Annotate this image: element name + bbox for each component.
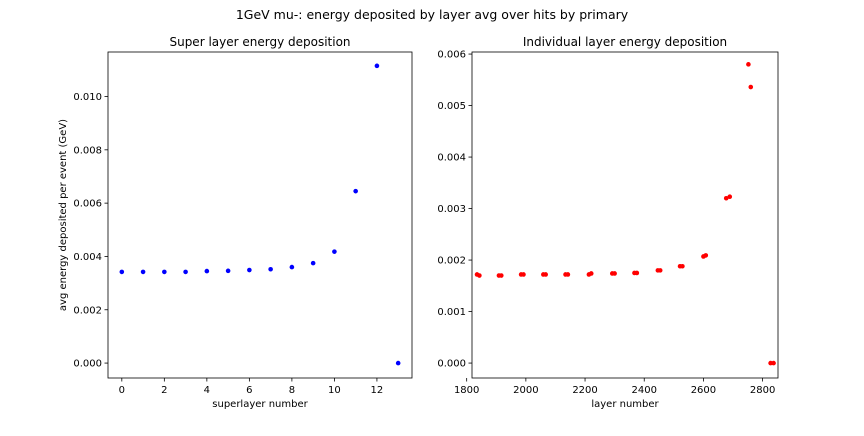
right-y-tick-label: 0.006: [437, 50, 466, 61]
right-plot-frame: [471, 51, 779, 379]
right-x-tick-label: 2600: [691, 385, 716, 396]
left-x-tick-label: 2: [161, 385, 167, 396]
right-chart: Individual layer energy deposition 1800 20…: [437, 35, 779, 410]
left-data-point: [119, 269, 125, 275]
right-x-tick-label: 2800: [750, 385, 775, 396]
right-data-point: [657, 268, 663, 273]
left-data-point: [332, 249, 337, 254]
right-data-point: [748, 84, 754, 90]
left-chart: Super layer energy deposition 0 2 4 6 8 10 12 0.…: [58, 35, 413, 410]
right-data-point: [543, 272, 548, 277]
right-y-tick-label: 0.001: [437, 307, 466, 318]
right-y-tick-label: 0.004: [437, 153, 466, 164]
left-data-point: [247, 267, 252, 273]
right-y-tick-label: 0.005: [437, 101, 466, 112]
left-x-tick-label: 8: [289, 385, 295, 396]
left-x-tick-label: 0: [119, 385, 125, 396]
right-data-point: [703, 253, 709, 258]
left-y-axis-label: avg energy deposited per event (GeV): [58, 119, 69, 311]
left-y-tick-label: 0.010: [73, 92, 102, 103]
right-data-point: [565, 272, 571, 277]
right-chart-title: Individual layer energy deposition: [523, 35, 727, 49]
left-y-tick-label: 0.002: [73, 305, 102, 316]
right-x-tick-label: 1800: [454, 385, 479, 396]
left-x-axis-label: superlayer number: [212, 399, 308, 410]
left-data-point: [268, 266, 273, 272]
right-data-point: [723, 195, 729, 201]
left-data-point: [395, 360, 401, 366]
right-data-point: [612, 271, 617, 276]
right-x-axis-label: layer number: [591, 399, 659, 410]
left-data-point: [289, 264, 295, 270]
left-x-tick-label: 10: [328, 385, 341, 396]
right-y-tick-label: 0.003: [437, 204, 466, 215]
left-data-point: [162, 269, 167, 275]
right-data-point: [498, 273, 504, 278]
right-x-tick-label: 2400: [632, 385, 657, 396]
left-y-tick-label: 0.000: [73, 359, 102, 370]
left-data-point: [183, 269, 188, 275]
right-data-point: [588, 271, 594, 276]
right-y-tick-label: 0.000: [437, 359, 466, 370]
right-y-tick-label: 0.002: [437, 256, 466, 267]
left-plot-frame: [107, 51, 413, 379]
right-data-point: [680, 263, 685, 269]
right-x-tick-label: 2000: [513, 385, 538, 396]
right-x-tick-label: 2200: [572, 385, 597, 396]
left-data-point: [310, 260, 316, 266]
left-data-point: [374, 63, 380, 69]
left-data-point: [140, 269, 146, 275]
left-data-point: [225, 268, 231, 274]
right-data-point: [477, 273, 482, 278]
left-data-point: [204, 268, 210, 274]
left-y-tick-label: 0.006: [73, 199, 102, 210]
left-x-tick-label: 4: [204, 385, 210, 396]
left-x-tick-label: 12: [371, 385, 384, 396]
right-data-point: [727, 194, 733, 200]
figure-suptitle: 1GeV mu-: energy deposited by layer avg …: [236, 7, 629, 22]
right-data-point: [521, 272, 526, 277]
left-x-tick-label: 6: [246, 385, 252, 396]
left-y-tick-label: 0.008: [73, 145, 102, 156]
left-y-tick-label: 0.004: [73, 252, 102, 263]
left-data-point: [353, 188, 358, 194]
right-data-point: [746, 62, 751, 67]
right-data-point: [634, 270, 640, 276]
left-chart-title: Super layer energy deposition: [169, 35, 350, 49]
right-data-point: [771, 360, 776, 366]
